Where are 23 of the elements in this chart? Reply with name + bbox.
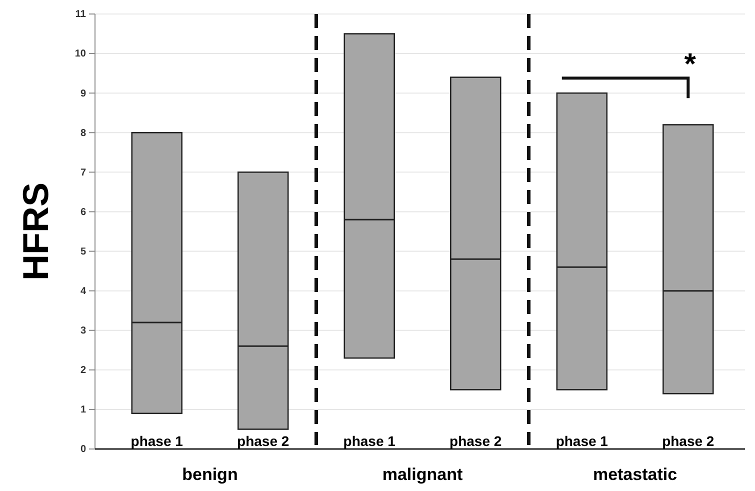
x-tick-label: phase 2: [237, 433, 290, 449]
x-tick-label: phase 1: [130, 433, 184, 449]
x-tick-label: phase 2: [662, 433, 714, 449]
x-tick-label: phase 1: [343, 433, 396, 449]
y-tick-label: 7: [80, 167, 86, 178]
x-tick-label: phase 2: [450, 433, 502, 449]
y-tick-label: 9: [80, 88, 86, 100]
text: malignant: [382, 465, 463, 484]
y-tick-label: 4: [80, 286, 86, 298]
y-tick-label: 10: [74, 48, 86, 60]
annotation: *: [684, 48, 696, 82]
y-tick-label: 5: [80, 246, 86, 258]
y-tick-label: 1: [80, 404, 86, 416]
y-tick-label: 0: [80, 444, 86, 456]
y-tick-label: 2: [80, 365, 86, 376]
text: benign: [182, 465, 238, 484]
y-tick-label: 8: [80, 128, 86, 139]
y-tick-label: 11: [75, 9, 86, 20]
y-tick-label: 3: [80, 326, 86, 337]
y-tick-label: 6: [80, 206, 86, 218]
x-tick-label: phase 1: [556, 433, 608, 449]
y-axis-title: HFRS: [15, 182, 56, 280]
text: metastatic: [592, 465, 678, 484]
